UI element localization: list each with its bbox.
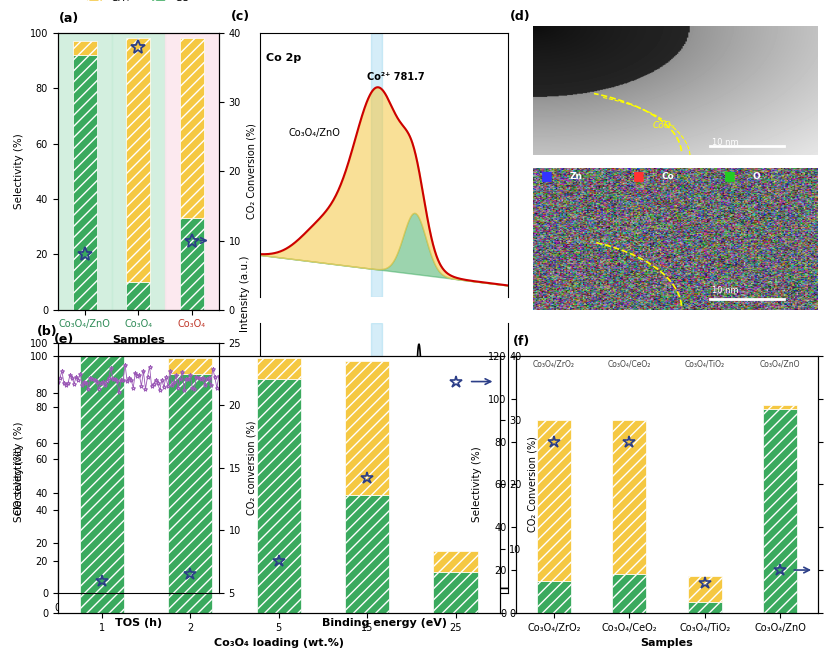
Y-axis label: Selectivity (%): Selectivity (%) (472, 447, 482, 522)
Bar (612, 574, 646, 613)
Bar (165, 33, 219, 310)
Bar (345, 361, 389, 495)
Y-axis label: CO₂ Conversion (%): CO₂ Conversion (%) (246, 123, 257, 219)
Text: (d): (d) (510, 10, 530, 22)
Text: Co²⁺ 781.7: Co²⁺ 781.7 (368, 72, 425, 82)
Bar (169, 358, 212, 374)
Text: Intensity (a.u.): Intensity (a.u.) (240, 255, 249, 331)
Bar (257, 379, 301, 613)
Bar (537, 581, 571, 613)
Bar (763, 405, 797, 409)
X-axis label: Samples: Samples (112, 335, 164, 345)
Bar (180, 38, 204, 218)
Text: ■: ■ (633, 169, 644, 183)
Text: (a): (a) (59, 12, 79, 25)
Y-axis label: CO selectivity (%): CO selectivity (%) (14, 421, 24, 515)
Bar (434, 572, 477, 613)
Bar (434, 551, 477, 572)
Bar (73, 42, 97, 55)
Text: (e): (e) (54, 333, 74, 346)
Legend: CH₄, CO: CH₄, CO (83, 0, 194, 7)
Bar (537, 420, 571, 581)
Bar (371, 33, 382, 297)
Bar (612, 420, 646, 574)
Text: Co⁰ 777.9: Co⁰ 777.9 (401, 378, 453, 388)
Text: Co₃O₄/ZrO₂: Co₃O₄/ZrO₂ (533, 360, 575, 368)
Text: Co₃O₄: Co₃O₄ (266, 374, 294, 384)
X-axis label: Samples: Samples (641, 638, 693, 648)
Text: O: O (752, 173, 760, 181)
Text: ■: ■ (724, 169, 735, 183)
X-axis label: TOS (h): TOS (h) (115, 618, 162, 629)
Bar (58, 33, 112, 310)
Bar (169, 374, 212, 613)
Bar (345, 495, 389, 613)
Text: Co₃O₄/ZnO: Co₃O₄/ZnO (288, 128, 340, 138)
X-axis label: Binding energy (eV): Binding energy (eV) (321, 618, 447, 629)
Text: Co₃O₄/CeO₂: Co₃O₄/CeO₂ (608, 360, 651, 368)
Y-axis label: CO₂ conversion (%): CO₂ conversion (%) (247, 420, 257, 515)
Text: Co: Co (661, 173, 674, 181)
Text: 10 nm: 10 nm (712, 138, 739, 147)
Bar (126, 38, 150, 282)
Y-axis label: Selectivity (%): Selectivity (%) (14, 134, 24, 209)
Bar (112, 33, 165, 310)
Text: CoOₓ: CoOₓ (653, 121, 676, 130)
Bar (371, 323, 382, 593)
Text: (b): (b) (37, 325, 58, 338)
Legend: CO₂ conv., CO sel.: CO₂ conv., CO sel. (63, 451, 140, 484)
Text: Zn: Zn (570, 173, 583, 181)
Bar (80, 356, 124, 613)
Text: Co₃O₄/TiO₂: Co₃O₄/TiO₂ (685, 360, 724, 368)
Bar (180, 218, 204, 310)
Bar (126, 282, 150, 310)
Bar (688, 577, 722, 602)
Text: Co 2p: Co 2p (266, 53, 301, 63)
Text: 10 nm: 10 nm (712, 286, 739, 295)
Bar (763, 409, 797, 613)
Text: Co₃O₄/ZnO: Co₃O₄/ZnO (760, 360, 800, 368)
Bar (73, 55, 97, 310)
Text: (c): (c) (230, 10, 249, 23)
Y-axis label: CO₂ Conversion (%): CO₂ Conversion (%) (527, 436, 538, 532)
Bar (688, 602, 722, 613)
Text: ■: ■ (541, 169, 553, 183)
X-axis label: Co₃O₄ loading (wt.%): Co₃O₄ loading (wt.%) (214, 638, 344, 648)
Text: (f): (f) (512, 335, 529, 348)
Bar (257, 358, 301, 379)
Y-axis label: Selectivity (%): Selectivity (%) (14, 447, 24, 522)
